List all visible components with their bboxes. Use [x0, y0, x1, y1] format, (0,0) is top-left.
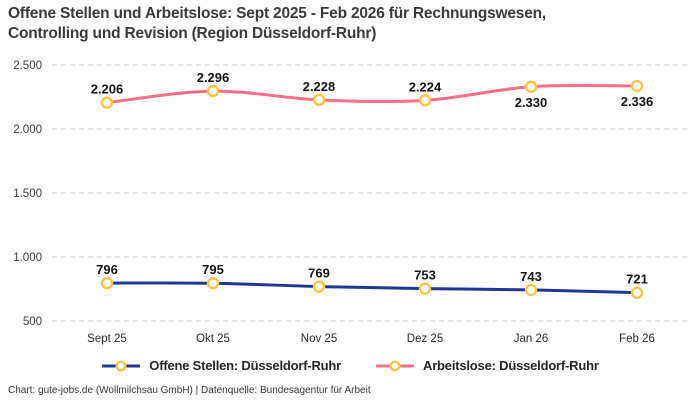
x-tick-label: Feb 26: [619, 333, 655, 345]
data-point-label: 753: [414, 268, 436, 283]
data-point-label: 721: [626, 272, 648, 287]
data-point-marker: [100, 276, 114, 290]
x-tick-label: Sept 25: [87, 333, 127, 345]
data-point-marker: [100, 96, 114, 109]
y-tick-label: 2.500: [13, 60, 42, 72]
legend-item-offene-stellen: Offene Stellen: Düsseldorf-Ruhr: [101, 358, 341, 373]
x-tick-label: Dez 25: [407, 333, 443, 345]
data-point-label: 2.206: [91, 82, 124, 97]
legend: Offene Stellen: Düsseldorf-Ruhr Arbeitsl…: [0, 358, 700, 373]
data-point-marker: [524, 283, 538, 297]
data-point-marker: [312, 93, 326, 107]
x-tick-label: Okt 25: [196, 333, 230, 345]
data-point-label: 2.336: [621, 94, 654, 109]
data-point-label: 2.224: [409, 79, 442, 94]
x-tick-label: Nov 25: [301, 333, 337, 345]
data-point-label: 769: [308, 266, 330, 281]
chart-title-line2: Controlling und Revision (Region Düsseld…: [8, 25, 377, 42]
line-marker-icon: [102, 359, 141, 372]
x-tick-label: Jan 26: [514, 333, 549, 345]
series-line-0: [105, 281, 639, 295]
data-point-marker: [312, 280, 326, 293]
chart-footer: Chart: gute-jobs.de (Wollmilchsau GmbH) …: [8, 385, 371, 396]
data-point-label: 796: [96, 262, 118, 277]
legend-label-offene-stellen: Offene Stellen: Düsseldorf-Ruhr: [149, 358, 341, 373]
data-point-marker: [206, 277, 220, 290]
data-point-label: 743: [520, 269, 542, 284]
series-line-1: [105, 84, 639, 105]
data-point-marker: [206, 84, 220, 98]
data-point-marker: [418, 282, 432, 295]
y-tick-label: 500: [23, 316, 42, 328]
legend-label-arbeitslose: Arbeitslose: Düsseldorf-Ruhr: [423, 358, 599, 373]
data-point-marker: [524, 80, 538, 93]
line-marker-icon: [376, 359, 414, 372]
y-tick-label: 1.500: [13, 188, 42, 200]
line-chart-plot: 2.500 2.000 1.500 1.000 500 Sept 25 Okt 25 Nov …: [13, 60, 688, 345]
y-tick-label: 1.000: [13, 252, 42, 264]
data-point-label: 2.296: [197, 70, 230, 85]
data-point-label: 795: [202, 262, 224, 277]
data-point-label: 2.228: [303, 79, 336, 94]
data-point-marker: [630, 286, 644, 299]
chart-title-line1: Offene Stellen und Arbeitslose: Sept 202…: [8, 5, 546, 22]
y-tick-label: 2.000: [13, 124, 42, 136]
data-point-marker: [630, 79, 644, 93]
legend-item-arbeitslose: Arbeitslose: Düsseldorf-Ruhr: [375, 358, 599, 373]
data-point-marker: [418, 94, 432, 107]
data-point-label: 2.330: [515, 95, 548, 110]
page-title: Offene Stellen und Arbeitslose: Sept 202…: [8, 4, 680, 44]
